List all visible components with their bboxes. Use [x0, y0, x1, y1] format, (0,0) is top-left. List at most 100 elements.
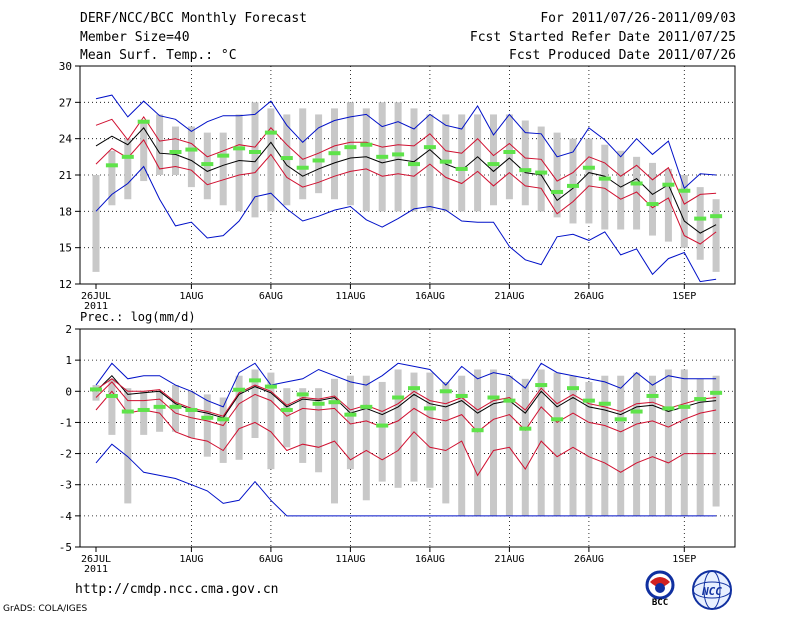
spread-bar — [696, 378, 704, 516]
spread-bar — [474, 114, 482, 212]
series-line-mean — [95, 374, 717, 419]
observed-marker — [153, 404, 166, 409]
y-tick-label: 15 — [59, 242, 72, 255]
observed-marker — [185, 407, 198, 412]
observed-marker — [582, 398, 595, 403]
observed-marker — [169, 404, 182, 409]
spread-bar — [108, 378, 116, 435]
observed-marker — [630, 409, 643, 414]
y-tick-label: 30 — [59, 60, 72, 73]
chart-title: DERF/NCC/BCC Monthly Forecast — [80, 11, 307, 26]
spread-bar — [505, 375, 513, 516]
spread-bar — [394, 369, 402, 488]
observed-marker — [105, 393, 118, 398]
observed-marker — [423, 406, 436, 411]
observed-marker — [551, 189, 564, 194]
observed-marker — [280, 407, 293, 412]
observed-marker — [264, 384, 277, 389]
observed-marker — [121, 154, 134, 159]
spread-bar — [394, 102, 402, 212]
spread-bar — [680, 175, 688, 248]
x-tick-label: 11AUG — [335, 554, 365, 565]
series-line-inner_low2 — [95, 390, 717, 477]
spread-bar — [187, 391, 195, 438]
observed-marker — [519, 168, 532, 173]
spread-bar — [156, 114, 164, 175]
series-line-outer_low — [95, 443, 717, 517]
observed-marker — [662, 182, 675, 187]
observed-marker — [392, 152, 405, 157]
spread-bar — [601, 144, 609, 230]
spread-bar — [426, 114, 434, 212]
ncc-logo-icon: NCC — [692, 570, 732, 610]
observed-marker — [646, 202, 659, 207]
observed-marker — [376, 423, 389, 428]
series-line-outer_low — [95, 165, 717, 283]
spread-bar — [537, 126, 545, 212]
x-tick-label: 16AUG — [415, 291, 445, 302]
observed-marker — [121, 409, 134, 414]
observed-marker — [264, 130, 277, 135]
y-tick-label: -3 — [59, 479, 72, 492]
spread-bar — [156, 391, 164, 432]
spread-bar — [442, 381, 450, 504]
y-tick-label: 0 — [65, 385, 72, 398]
spread-bar — [378, 381, 386, 482]
observed-marker — [487, 162, 500, 167]
observed-marker — [598, 401, 611, 406]
observed-marker — [360, 404, 373, 409]
observed-marker — [439, 159, 452, 164]
observed-marker — [233, 387, 246, 392]
spread-bar — [633, 372, 641, 516]
spread-bar — [585, 138, 593, 224]
spread-bar — [521, 378, 529, 516]
observed-marker — [582, 165, 595, 170]
spread-bar — [219, 397, 227, 463]
spread-bar — [649, 162, 656, 236]
spread-bar — [696, 187, 704, 260]
x-tick-label: 1SEP — [672, 554, 696, 565]
x-tick-label: 26AUG — [574, 554, 604, 565]
observed-marker — [439, 389, 452, 394]
spread-bar — [521, 120, 529, 206]
observed-marker — [280, 156, 293, 161]
spread-bar — [569, 138, 577, 224]
observed-marker — [344, 412, 357, 417]
spread-bar — [92, 385, 100, 401]
bcc-logo-icon: BCC — [645, 570, 675, 608]
x-tick-label: 6AUG — [259, 554, 283, 565]
observed-marker — [423, 145, 436, 150]
spread-bar — [267, 372, 275, 470]
spread-bar — [315, 114, 323, 194]
spread-bar — [124, 388, 132, 504]
spread-bar — [601, 375, 609, 516]
observed-marker — [503, 149, 516, 154]
observed-marker — [296, 392, 309, 397]
spread-bar — [585, 381, 593, 516]
spread-bar — [712, 375, 720, 507]
spread-bar — [569, 375, 577, 516]
observed-marker — [201, 162, 214, 167]
observed-marker — [376, 154, 389, 159]
observed-marker — [678, 188, 691, 193]
observed-marker — [567, 386, 579, 391]
precipitation-panel: 2 1 0 -1 -2 -3 -4 -5 26JUL 1AUG 6AUG 11AUG 16AUG 21AU… — [59, 323, 736, 575]
spread-bar — [299, 388, 307, 463]
y-tick-label: 12 — [59, 278, 72, 291]
observed-marker — [90, 387, 102, 392]
spread-bar — [680, 369, 688, 516]
y-tick-label: 18 — [59, 205, 72, 218]
spread-bar — [490, 114, 497, 206]
spread-bar — [664, 369, 672, 516]
series-line-outer_high — [95, 94, 717, 190]
spread-bar — [108, 150, 116, 206]
observed-marker — [217, 153, 230, 158]
observed-marker — [646, 393, 659, 398]
spread-bar — [474, 369, 482, 516]
y-tick-label: 21 — [59, 169, 72, 182]
spread-bar — [140, 391, 148, 435]
temperature-panel: 30 27 24 21 18 15 12 26JUL 1AUG 6AUG 11AUG 16AUG 21A… — [59, 60, 736, 312]
observed-marker — [360, 142, 373, 147]
x-tick-label: 1AUG — [179, 554, 203, 565]
